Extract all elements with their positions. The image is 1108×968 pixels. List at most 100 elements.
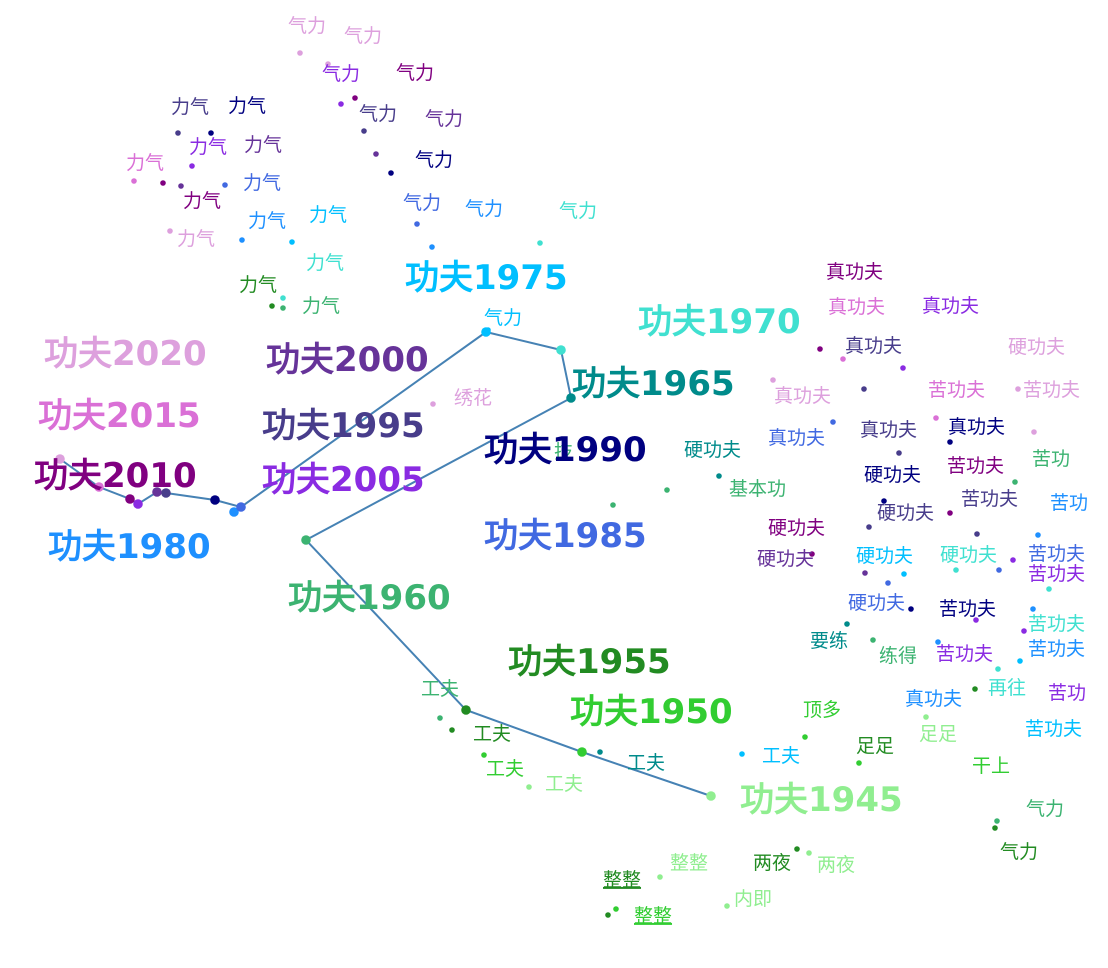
neighbor-dot	[923, 714, 929, 720]
trajectory-year-label: 功夫2015	[38, 396, 201, 436]
neighbor-dot	[1030, 606, 1036, 612]
neighbor-word-label: 基本功	[729, 478, 786, 500]
trajectory-year-label: 功夫1985	[484, 516, 647, 556]
neighbor-dot	[1017, 658, 1023, 664]
neighbor-dot	[901, 571, 907, 577]
neighbor-word-label: 力气	[177, 228, 215, 250]
neighbor-dot	[862, 570, 868, 576]
neighbor-word-label: 力气	[189, 136, 227, 158]
neighbor-word-label: 工夫	[545, 773, 583, 795]
neighbor-dot	[953, 567, 959, 573]
neighbor-dot	[947, 439, 953, 445]
neighbor-word-label: 气力	[425, 108, 463, 130]
neighbor-word-label: 真功夫	[828, 296, 885, 318]
neighbor-word-label: 真功夫	[860, 419, 917, 441]
neighbor-word-label: 内即	[734, 888, 772, 910]
neighbor-word-label: 工夫	[473, 723, 511, 745]
neighbor-word-label: 力气	[244, 134, 282, 156]
neighbor-dot	[802, 734, 808, 740]
neighbor-word-label: 苦功夫	[1023, 379, 1080, 401]
trajectory-year-label: 功夫2000	[266, 340, 429, 380]
neighbor-dot	[373, 151, 379, 157]
neighbor-word-label: 苦功夫	[1028, 638, 1085, 660]
neighbor-dot	[806, 850, 812, 856]
neighbor-word-label: 苦功	[1048, 682, 1086, 704]
neighbor-dot	[935, 639, 941, 645]
trajectory-point	[133, 499, 143, 509]
trajectory-point	[152, 487, 162, 497]
neighbor-dot	[1035, 532, 1041, 538]
trajectory-year-label: 功夫1960	[288, 578, 451, 618]
neighbor-dot	[178, 183, 184, 189]
neighbor-word-label: 苦功	[1050, 492, 1088, 514]
neighbor-dot	[352, 95, 358, 101]
neighbor-dot	[972, 686, 978, 692]
trajectory-point	[577, 747, 587, 757]
neighbor-word-label: 真功夫	[826, 261, 883, 283]
neighbor-word-label: 整整	[634, 905, 672, 927]
neighbor-word-label: 工夫	[486, 758, 524, 780]
neighbor-word-label: 苦功夫	[961, 488, 1018, 510]
neighbor-dot	[189, 163, 195, 169]
neighbor-dot	[537, 240, 543, 246]
neighbor-dot	[974, 531, 980, 537]
neighbor-dot	[280, 295, 286, 301]
neighbor-dot	[885, 580, 891, 586]
trajectory-year-label: 功夫1980	[48, 527, 211, 567]
neighbor-dot	[870, 637, 876, 643]
trajectory-point	[229, 507, 239, 517]
neighbor-word-label: 气力	[415, 149, 453, 171]
neighbor-word-label: 整整	[603, 869, 641, 891]
neighbor-word-label: 力气	[309, 204, 347, 226]
neighbor-word-label: 硬功夫	[940, 544, 997, 566]
neighbor-word-label: 气力	[344, 25, 382, 47]
neighbor-dot	[289, 239, 295, 245]
neighbor-dot	[297, 50, 303, 56]
neighbor-word-label: 两夜	[753, 852, 791, 874]
neighbor-word-label: 苦功夫	[1028, 613, 1085, 635]
neighbor-dot	[449, 727, 455, 733]
neighbor-dot	[973, 617, 979, 623]
trajectory-labels: 功夫1945 功夫1950 功夫1955 功夫1960 功夫1965 功夫1970 功夫19…	[34, 258, 903, 820]
neighbor-dot	[175, 130, 181, 136]
trajectory-year-label: 功夫2020	[44, 334, 207, 374]
neighbor-dot	[933, 415, 939, 421]
neighbor-word-label: 足足	[856, 735, 894, 757]
neighbor-word-label: 力气	[243, 172, 281, 194]
neighbor-dot	[996, 567, 1002, 573]
neighbor-word-label: 硬功夫	[848, 592, 905, 614]
neighbor-dot	[995, 666, 1001, 672]
neighbor-dot	[739, 751, 745, 757]
neighbor-dot	[657, 874, 663, 880]
neighbor-word-label: 真功夫	[774, 385, 831, 407]
neighbor-word-label: 苦功	[1032, 448, 1070, 470]
neighbor-dot	[613, 906, 619, 912]
trajectory-year-label: 功夫2005	[262, 460, 425, 500]
trajectory-point	[125, 494, 135, 504]
neighbor-dot	[716, 473, 722, 479]
neighbor-dot	[770, 377, 776, 383]
neighbor-dot	[1046, 586, 1052, 592]
neighbor-dot	[664, 487, 670, 493]
neighbor-dot	[481, 752, 487, 758]
trajectory-year-label: 功夫1975	[405, 258, 568, 298]
neighbor-word-label: 气力	[559, 200, 597, 222]
neighbor-word-label: 硬功夫	[864, 464, 921, 486]
neighbor-dot	[167, 228, 173, 234]
neighbor-dot	[830, 419, 836, 425]
trajectory-point	[706, 791, 716, 801]
neighbor-word-label: 苦功夫	[928, 379, 985, 401]
neighbor-dot	[280, 305, 286, 311]
neighbor-word-label: 真功夫	[905, 688, 962, 710]
trajectory-year-label: 功夫1970	[638, 302, 801, 342]
neighbor-word-label: 苦功夫	[1025, 718, 1082, 740]
neighbor-word-label: 气力	[403, 192, 441, 214]
neighbor-dot	[269, 303, 275, 309]
neighbor-word-label: 整整	[670, 852, 708, 874]
neighbor-dot	[994, 818, 1000, 824]
neighbor-dot	[1012, 479, 1018, 485]
trajectory-year-label: 功夫2010	[34, 456, 197, 496]
neighbor-dot	[817, 346, 823, 352]
